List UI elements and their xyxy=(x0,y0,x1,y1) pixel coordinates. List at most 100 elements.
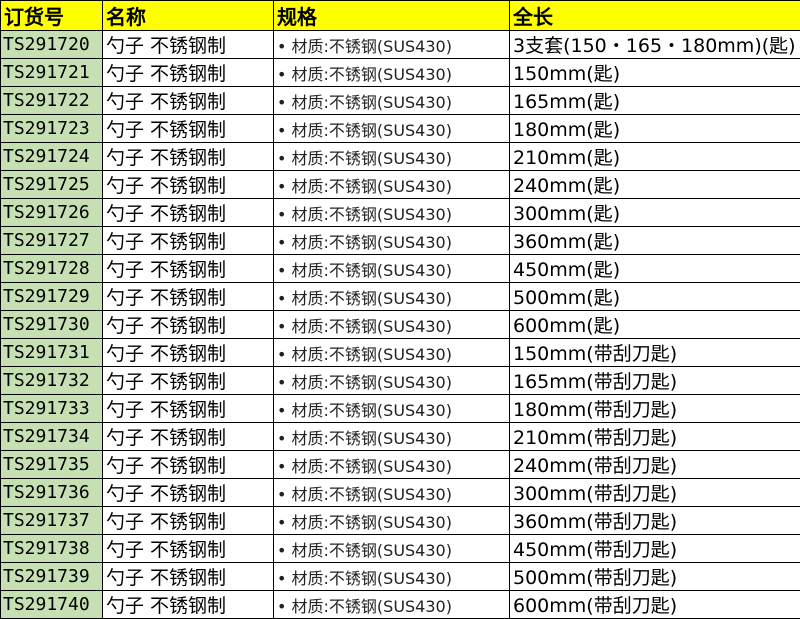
name-cell[interactable]: 勺子 不锈钢制 xyxy=(103,591,274,619)
order-no-cell[interactable]: TS291733 xyxy=(1,395,103,423)
length-cell[interactable]: 3支套(150・165・180mm)(匙) xyxy=(510,31,800,59)
length-cell[interactable]: 210mm(匙) xyxy=(510,143,800,171)
name-cell[interactable]: 勺子 不锈钢制 xyxy=(103,451,274,479)
name-cell[interactable]: 勺子 不锈钢制 xyxy=(103,367,274,395)
name-cell[interactable]: 勺子 不锈钢制 xyxy=(103,535,274,563)
length-cell[interactable]: 600mm(带刮刀匙) xyxy=(510,591,800,619)
length-cell[interactable]: 150mm(带刮刀匙) xyxy=(510,339,800,367)
spec-cell[interactable]: • 材质:不锈钢(SUS430) xyxy=(274,255,510,283)
length-cell[interactable]: 600mm(匙) xyxy=(510,311,800,339)
spec-cell[interactable]: • 材质:不锈钢(SUS430) xyxy=(274,479,510,507)
spec-cell[interactable]: • 材质:不锈钢(SUS430) xyxy=(274,115,510,143)
order-no-cell[interactable]: TS291729 xyxy=(1,283,103,311)
order-no-cell[interactable]: TS291736 xyxy=(1,479,103,507)
order-no-cell[interactable]: TS291740 xyxy=(1,591,103,619)
name-cell[interactable]: 勺子 不锈钢制 xyxy=(103,283,274,311)
name-cell[interactable]: 勺子 不锈钢制 xyxy=(103,255,274,283)
name-cell[interactable]: 勺子 不锈钢制 xyxy=(103,31,274,59)
length-cell[interactable]: 210mm(带刮刀匙) xyxy=(510,423,800,451)
spec-cell[interactable]: • 材质:不锈钢(SUS430) xyxy=(274,563,510,591)
order-no-cell[interactable]: TS291737 xyxy=(1,507,103,535)
spec-cell[interactable]: • 材质:不锈钢(SUS430) xyxy=(274,423,510,451)
spec-cell[interactable]: • 材质:不锈钢(SUS430) xyxy=(274,535,510,563)
spec-cell[interactable]: • 材质:不锈钢(SUS430) xyxy=(274,339,510,367)
length-cell[interactable]: 450mm(带刮刀匙) xyxy=(510,535,800,563)
length-cell[interactable]: 180mm(匙) xyxy=(510,115,800,143)
order-no-cell[interactable]: TS291720 xyxy=(1,31,103,59)
header-order-no: 订货号 xyxy=(1,1,103,31)
name-cell[interactable]: 勺子 不锈钢制 xyxy=(103,143,274,171)
order-no-cell[interactable]: TS291724 xyxy=(1,143,103,171)
spec-cell[interactable]: • 材质:不锈钢(SUS430) xyxy=(274,171,510,199)
length-cell[interactable]: 300mm(匙) xyxy=(510,199,800,227)
length-cell[interactable]: 500mm(匙) xyxy=(510,283,800,311)
name-cell[interactable]: 勺子 不锈钢制 xyxy=(103,507,274,535)
order-no-cell[interactable]: TS291738 xyxy=(1,535,103,563)
name-cell[interactable]: 勺子 不锈钢制 xyxy=(103,227,274,255)
name-cell[interactable]: 勺子 不锈钢制 xyxy=(103,423,274,451)
name-cell[interactable]: 勺子 不锈钢制 xyxy=(103,339,274,367)
order-no-cell[interactable]: TS291739 xyxy=(1,563,103,591)
spec-cell[interactable]: • 材质:不锈钢(SUS430) xyxy=(274,199,510,227)
spec-cell[interactable]: • 材质:不锈钢(SUS430) xyxy=(274,227,510,255)
order-no-cell[interactable]: TS291728 xyxy=(1,255,103,283)
name-cell[interactable]: 勺子 不锈钢制 xyxy=(103,87,274,115)
spec-cell[interactable]: • 材质:不锈钢(SUS430) xyxy=(274,451,510,479)
length-cell[interactable]: 240mm(带刮刀匙) xyxy=(510,451,800,479)
length-cell[interactable]: 165mm(带刮刀匙) xyxy=(510,367,800,395)
length-cell[interactable]: 450mm(匙) xyxy=(510,255,800,283)
spec-cell[interactable]: • 材质:不锈钢(SUS430) xyxy=(274,311,510,339)
spec-cell[interactable]: • 材质:不锈钢(SUS430) xyxy=(274,59,510,87)
length-cell[interactable]: 360mm(带刮刀匙) xyxy=(510,507,800,535)
order-no-cell[interactable]: TS291730 xyxy=(1,311,103,339)
order-no-cell[interactable]: TS291722 xyxy=(1,87,103,115)
spec-cell[interactable]: • 材质:不锈钢(SUS430) xyxy=(274,507,510,535)
order-no-cell[interactable]: TS291735 xyxy=(1,451,103,479)
spec-cell[interactable]: • 材质:不锈钢(SUS430) xyxy=(274,87,510,115)
order-no-cell[interactable]: TS291726 xyxy=(1,199,103,227)
length-cell[interactable]: 360mm(匙) xyxy=(510,227,800,255)
name-cell[interactable]: 勺子 不锈钢制 xyxy=(103,395,274,423)
name-cell[interactable]: 勺子 不锈钢制 xyxy=(103,563,274,591)
header-name: 名称 xyxy=(103,1,274,31)
length-cell[interactable]: 500mm(带刮刀匙) xyxy=(510,563,800,591)
length-cell[interactable]: 165mm(匙) xyxy=(510,87,800,115)
length-cell[interactable]: 180mm(带刮刀匙) xyxy=(510,395,800,423)
name-cell[interactable]: 勺子 不锈钢制 xyxy=(103,115,274,143)
spec-cell[interactable]: • 材质:不锈钢(SUS430) xyxy=(274,143,510,171)
length-cell[interactable]: 300mm(带刮刀匙) xyxy=(510,479,800,507)
spec-cell[interactable]: • 材质:不锈钢(SUS430) xyxy=(274,31,510,59)
spec-cell[interactable]: • 材质:不锈钢(SUS430) xyxy=(274,367,510,395)
order-no-cell[interactable]: TS291734 xyxy=(1,423,103,451)
spec-cell[interactable]: • 材质:不锈钢(SUS430) xyxy=(274,283,510,311)
order-no-cell[interactable]: TS291723 xyxy=(1,115,103,143)
order-no-cell[interactable]: TS291732 xyxy=(1,367,103,395)
name-cell[interactable]: 勺子 不锈钢制 xyxy=(103,311,274,339)
name-cell[interactable]: 勺子 不锈钢制 xyxy=(103,479,274,507)
name-cell[interactable]: 勺子 不锈钢制 xyxy=(103,199,274,227)
length-cell[interactable]: 240mm(匙) xyxy=(510,171,800,199)
order-no-cell[interactable]: TS291731 xyxy=(1,339,103,367)
order-no-cell[interactable]: TS291725 xyxy=(1,171,103,199)
spec-cell[interactable]: • 材质:不锈钢(SUS430) xyxy=(274,591,510,619)
name-cell[interactable]: 勺子 不锈钢制 xyxy=(103,59,274,87)
order-no-cell[interactable]: TS291721 xyxy=(1,59,103,87)
name-cell[interactable]: 勺子 不锈钢制 xyxy=(103,171,274,199)
length-cell[interactable]: 150mm(匙) xyxy=(510,59,800,87)
spec-cell[interactable]: • 材质:不锈钢(SUS430) xyxy=(274,395,510,423)
order-no-cell[interactable]: TS291727 xyxy=(1,227,103,255)
